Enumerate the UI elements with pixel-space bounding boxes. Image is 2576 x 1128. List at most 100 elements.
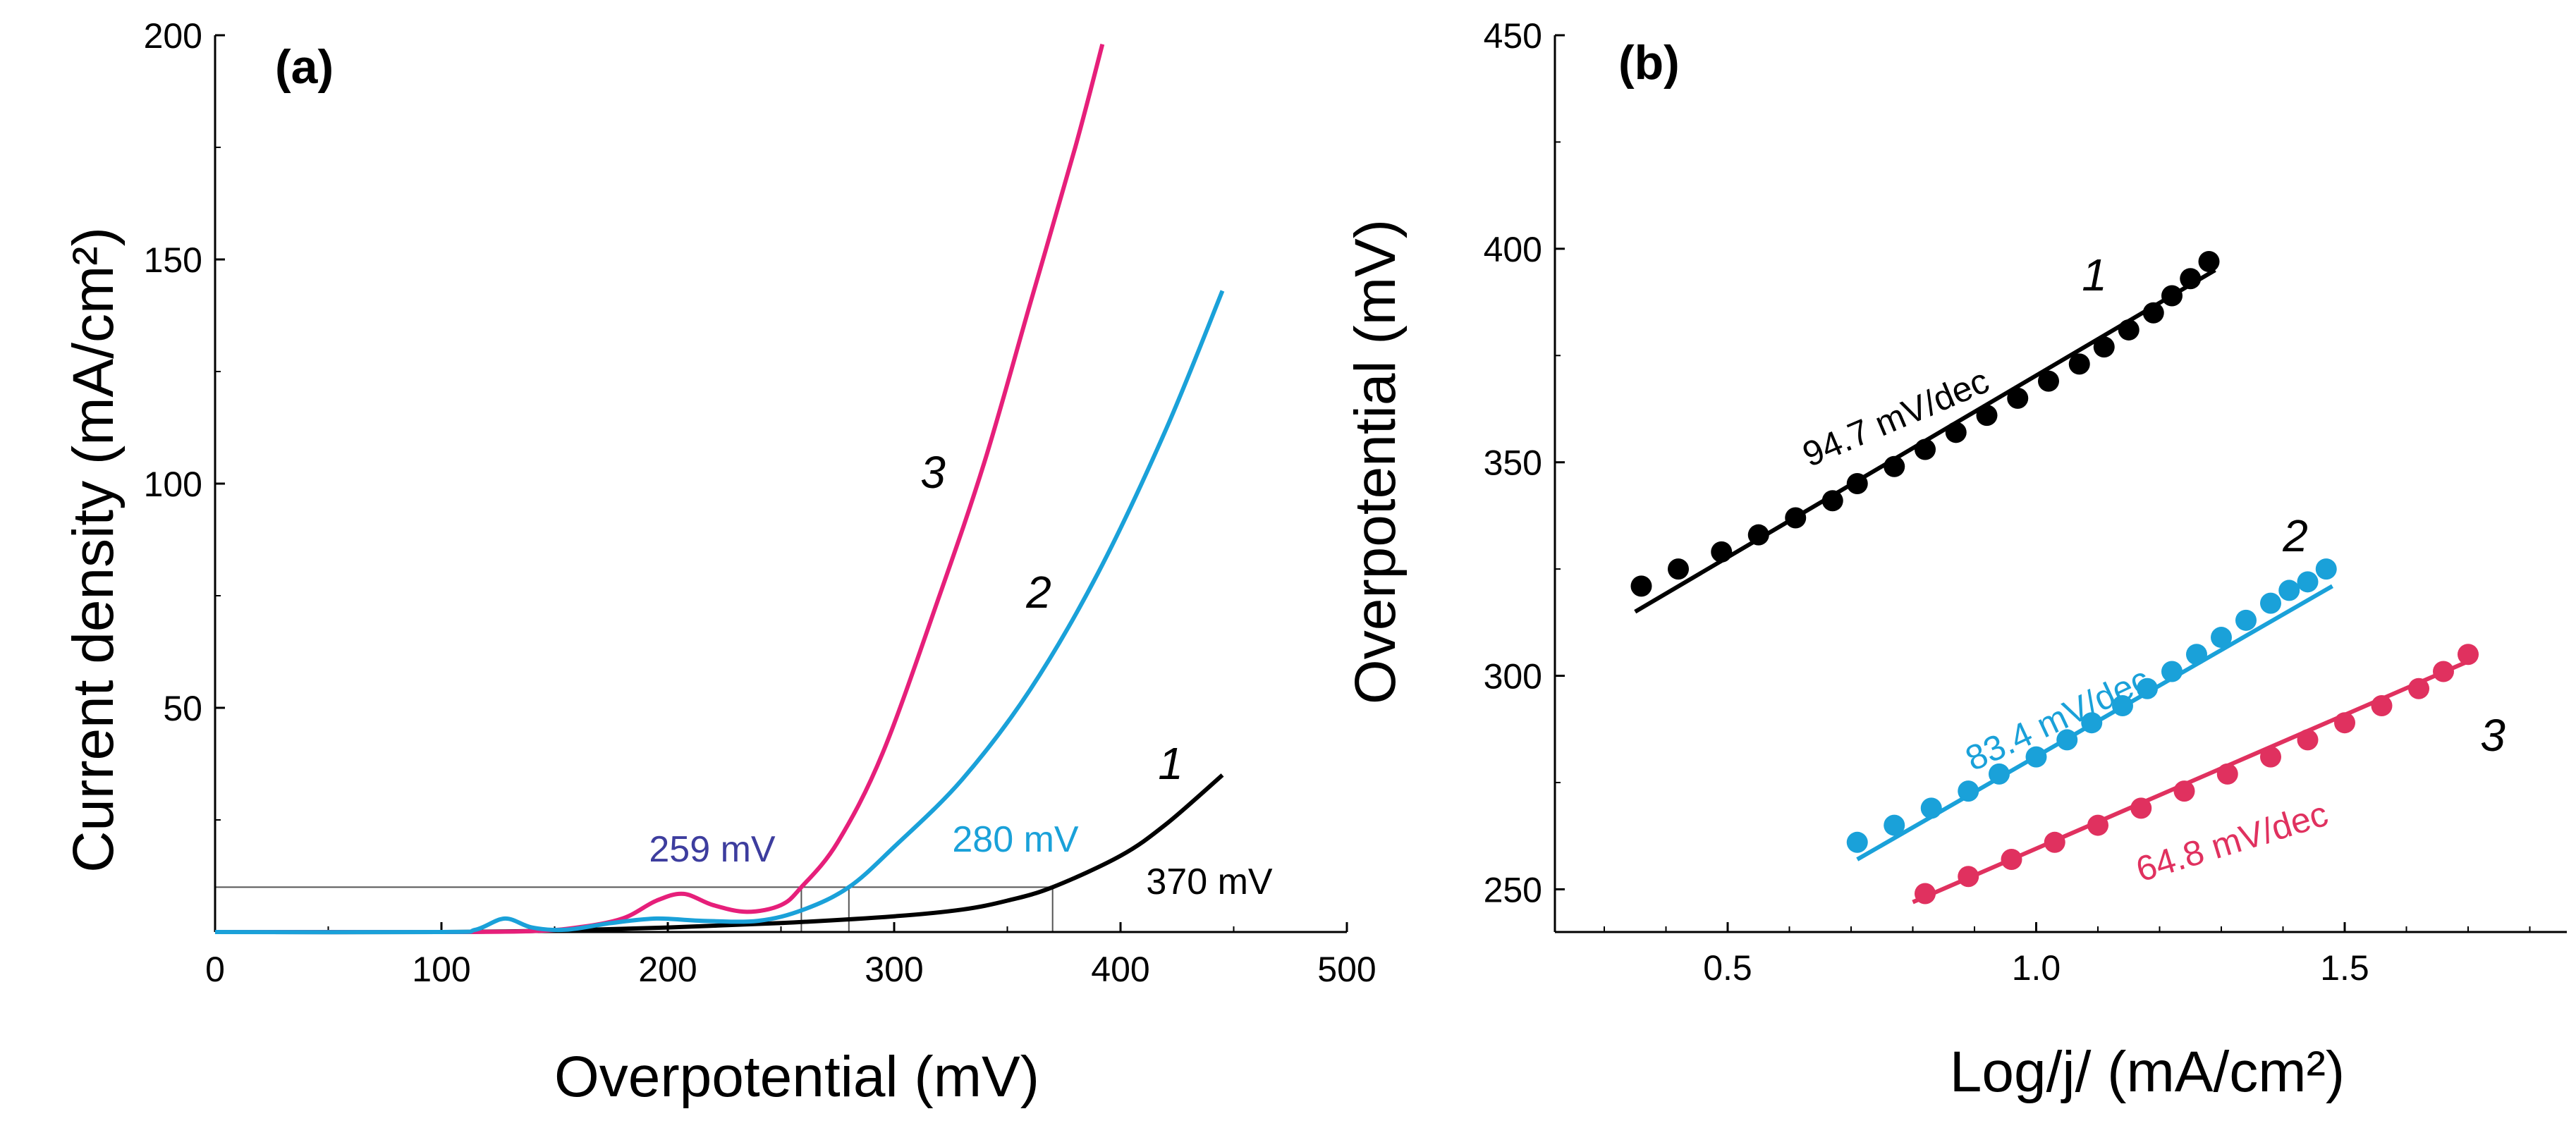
x-tick-label-400: 400 bbox=[1091, 950, 1149, 989]
data-point-2 bbox=[2161, 661, 2183, 682]
tafel-series-3 bbox=[1912, 644, 2479, 905]
data-point-2 bbox=[2137, 678, 2158, 699]
series-line-2 bbox=[214, 290, 1225, 935]
series-line-3 bbox=[214, 43, 1105, 935]
x-tick-label-500: 500 bbox=[1317, 950, 1376, 989]
panel-a-y-axis-title: Current density (mA/cm²) bbox=[61, 227, 126, 873]
data-point-3 bbox=[2260, 746, 2281, 768]
data-point-2 bbox=[1989, 763, 2010, 785]
slope-label-2: 83.4 mV/dec bbox=[1960, 659, 2156, 778]
data-point-1 bbox=[1747, 524, 1769, 546]
fit-number-1: 1 bbox=[2082, 250, 2107, 300]
fit-number-3: 3 bbox=[2480, 710, 2505, 761]
onset-label-370: 370 mV bbox=[1146, 862, 1273, 902]
data-point-3 bbox=[2173, 780, 2195, 802]
data-point-2 bbox=[2112, 694, 2133, 716]
y-tick-label-100: 100 bbox=[144, 465, 202, 504]
data-point-1 bbox=[1711, 541, 1733, 563]
data-point-2 bbox=[1920, 797, 1942, 819]
data-point-1 bbox=[2068, 353, 2090, 375]
data-point-2 bbox=[2235, 609, 2257, 631]
panel-a-x-axis-title: Overpotential (mV) bbox=[554, 1045, 1039, 1109]
data-point-1 bbox=[1976, 405, 1998, 427]
data-point-3 bbox=[2130, 797, 2152, 819]
data-point-3 bbox=[2044, 831, 2065, 853]
data-point-3 bbox=[2334, 712, 2355, 734]
data-point-2 bbox=[2186, 644, 2207, 666]
x-tick-label-100: 100 bbox=[412, 950, 470, 989]
panel-a: (a) Current density (mA/cm²) Overpotenti… bbox=[61, 16, 1376, 1109]
curve-number-3: 3 bbox=[920, 447, 946, 498]
onset-label-280: 280 mV bbox=[952, 819, 1079, 860]
y-tick-label-150: 150 bbox=[144, 240, 202, 280]
data-point-1 bbox=[2142, 302, 2164, 324]
data-point-1 bbox=[2198, 251, 2220, 273]
panel-b-ticks: 0.5 1.0 1.5 250 300 350 400 450 bbox=[1484, 16, 2531, 988]
data-point-3 bbox=[2458, 644, 2479, 666]
data-point-2 bbox=[2081, 712, 2103, 734]
panel-a-series bbox=[214, 43, 1225, 935]
data-point-3 bbox=[2216, 763, 2238, 785]
data-point-2 bbox=[2211, 627, 2232, 649]
panel-b-label: (b) bbox=[1618, 36, 1680, 90]
y-tick-label-200: 200 bbox=[144, 16, 202, 56]
data-point-1 bbox=[2093, 336, 2115, 358]
data-point-1 bbox=[1945, 422, 1967, 443]
data-point-1 bbox=[2118, 319, 2139, 341]
data-point-1 bbox=[1846, 473, 1868, 494]
data-point-2 bbox=[2025, 746, 2047, 768]
data-point-1 bbox=[1785, 507, 1807, 529]
data-point-1 bbox=[2007, 387, 2029, 409]
b-y-tick-label: 250 bbox=[1484, 870, 1542, 909]
b-y-tick-label: 450 bbox=[1484, 16, 1542, 56]
data-point-2 bbox=[1884, 814, 1905, 836]
curve-number-1: 1 bbox=[1158, 738, 1183, 789]
data-point-2 bbox=[2278, 580, 2300, 601]
b-x-tick-label: 1.0 bbox=[2012, 948, 2061, 988]
slope-label-3: 64.8 mV/dec bbox=[2132, 794, 2333, 890]
data-point-3 bbox=[2087, 814, 2108, 836]
data-point-2 bbox=[2260, 592, 2281, 614]
data-point-2 bbox=[2297, 571, 2319, 593]
panel-a-label: (a) bbox=[275, 40, 334, 94]
b-y-tick-label: 350 bbox=[1484, 443, 1542, 483]
data-point-1 bbox=[1821, 490, 1843, 512]
b-y-tick-label: 300 bbox=[1484, 657, 1542, 697]
tafel-series-1 bbox=[1630, 251, 2220, 614]
data-point-1 bbox=[1915, 439, 1936, 460]
x-tick-label-300: 300 bbox=[865, 950, 923, 989]
data-point-3 bbox=[1915, 883, 1936, 905]
curve-number-2: 2 bbox=[1025, 567, 1051, 618]
data-point-3 bbox=[2371, 694, 2393, 716]
data-point-2 bbox=[1846, 831, 1868, 853]
data-point-1 bbox=[2161, 285, 2183, 307]
panel-b-y-axis-title: Overpotential (mV) bbox=[1343, 219, 1408, 704]
data-point-1 bbox=[2180, 268, 2202, 290]
fit-number-2: 2 bbox=[2282, 510, 2308, 561]
panel-b: (b) Overpotential (mV) Log/j/ (mA/cm²) 0… bbox=[1343, 16, 2567, 1104]
b-x-tick-label: 1.5 bbox=[2320, 948, 2369, 988]
x-tick-label-200: 200 bbox=[638, 950, 697, 989]
panel-b-series bbox=[1630, 251, 2479, 905]
data-point-2 bbox=[2315, 558, 2337, 580]
y-tick-label-50: 50 bbox=[163, 689, 202, 728]
data-point-1 bbox=[1630, 575, 1652, 597]
data-point-3 bbox=[2408, 678, 2429, 699]
panel-a-ticks: 0 100 200 300 400 500 50 100 150 200 bbox=[144, 16, 1376, 989]
data-point-3 bbox=[2001, 849, 2022, 871]
b-x-tick-label: 0.5 bbox=[1703, 948, 1752, 988]
panel-b-axes bbox=[1553, 35, 2567, 933]
onset-label-259: 259 mV bbox=[649, 829, 776, 870]
data-point-3 bbox=[1958, 866, 1979, 888]
panel-b-x-axis-title: Log/j/ (mA/cm²) bbox=[1950, 1040, 2345, 1104]
tafel-series-2 bbox=[1846, 558, 2337, 862]
data-point-2 bbox=[1958, 780, 1979, 802]
data-point-1 bbox=[1668, 558, 1689, 580]
panel-a-guides bbox=[215, 886, 1054, 932]
data-point-2 bbox=[2056, 729, 2078, 751]
panel-a-axes bbox=[214, 35, 1347, 933]
x-tick-label-0: 0 bbox=[205, 950, 225, 989]
data-point-3 bbox=[2433, 661, 2454, 682]
data-point-1 bbox=[1884, 455, 1905, 477]
